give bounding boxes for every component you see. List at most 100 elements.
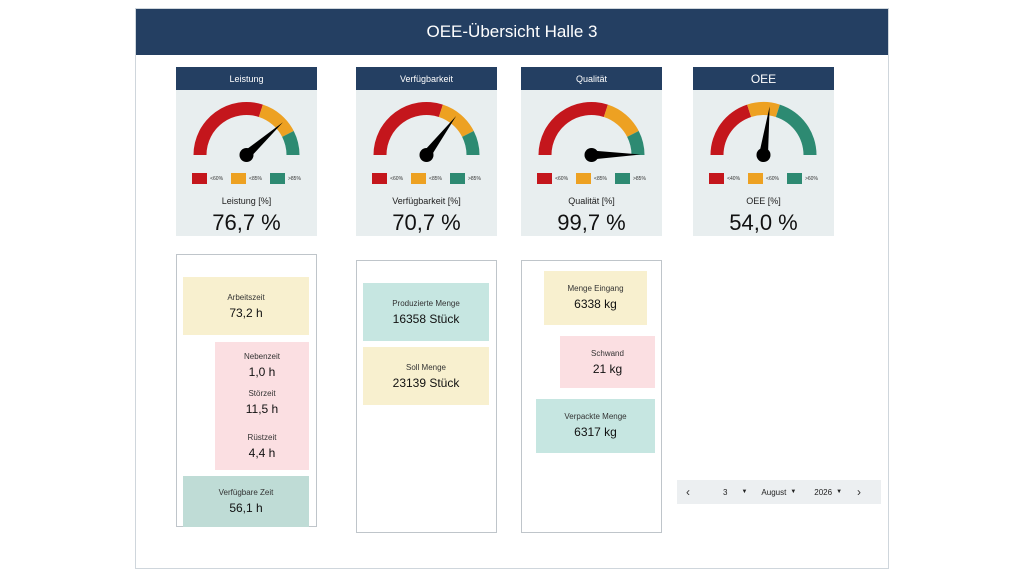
date-picker: ‹ 3 ▼ August ▼ 2026 ▼ › xyxy=(677,480,881,504)
gauge-legend: <60% <85% >85% xyxy=(521,173,662,184)
gauge-card-qualitaet: Qualität <60% <85% >85% Qualität [%] 99,… xyxy=(521,67,662,236)
gauge-card-title: OEE xyxy=(693,67,834,90)
gauge-band-high xyxy=(282,130,300,155)
gauge-card-oee: OEE <40% <60% >60% OEE [%] 54,0 % xyxy=(693,67,834,236)
tile-label: Verpackte Menge xyxy=(564,412,627,421)
legend-item-low: <60% xyxy=(192,173,223,184)
gauge-needle xyxy=(422,116,457,158)
tile-value-nebenzeit: 1,0 h xyxy=(248,365,276,379)
gauge-needle xyxy=(591,150,641,160)
tile-downtime-group: Nebenzeit 1,0 h Störzeit 11,5 h Rüstzeit… xyxy=(215,342,309,470)
material-panel: Menge Eingang 6338 kg Schwand 21 kg Verp… xyxy=(521,260,662,533)
gauge-legend: <60% <85% >85% xyxy=(356,173,497,184)
tile-label: Menge Eingang xyxy=(567,284,624,293)
legend-item-mid: <85% xyxy=(411,173,442,184)
gauge-value: 76,7 % xyxy=(212,210,281,235)
tile-label-nebenzeit: Nebenzeit xyxy=(243,352,281,361)
month-value: August xyxy=(761,487,787,497)
tile-value: 73,2 h xyxy=(229,306,263,320)
gauge-band-low xyxy=(710,104,752,155)
tile-verfuegbare-zeit: Verfügbare Zeit 56,1 h xyxy=(183,476,309,527)
legend-item-low: <60% xyxy=(537,173,568,184)
gauge-band-mid xyxy=(747,102,780,117)
gauge-hub xyxy=(756,148,771,162)
gauge-band-high xyxy=(462,130,480,155)
gauge-value: 99,7 % xyxy=(557,210,626,235)
gauge-legend: <40% <60% >60% xyxy=(693,173,834,184)
legend-item-high: >85% xyxy=(614,173,646,184)
legend-item-mid: <85% xyxy=(231,173,262,184)
gauge-band-low xyxy=(193,101,263,155)
gauge-card-title: Leistung xyxy=(176,67,317,90)
gauge-band-high xyxy=(775,104,817,155)
chevron-down-icon: ▼ xyxy=(836,489,843,495)
gauge-card-title: Verfügbarkeit xyxy=(356,67,497,90)
gauge-band-low xyxy=(538,101,608,155)
gauge-hub xyxy=(584,148,599,162)
time-panel: Arbeitszeit 73,2 h Nebenzeit 1,0 h Störz… xyxy=(176,254,317,527)
gauge-card-leistung: Leistung <60% <85% >85% Leistung [%] 76,… xyxy=(176,67,317,236)
gauge-needle xyxy=(759,106,770,156)
gauge-card-verfuegbarkeit: Verfügbarkeit <60% <85% >85% Verfügbarke… xyxy=(356,67,497,236)
legend-item-low: <60% xyxy=(372,173,403,184)
gauge-qualitaet xyxy=(538,101,645,162)
gauge-oee xyxy=(710,102,817,162)
gauge-leistung xyxy=(193,101,300,162)
gauge-band-mid xyxy=(603,104,639,137)
dashboard-header: OEE-Übersicht Halle 3 xyxy=(136,9,888,55)
legend-item-low: <40% xyxy=(709,173,740,184)
gauge-band-low xyxy=(373,101,443,155)
tile-value: 16358 Stück xyxy=(392,312,460,326)
quantity-panel: Produzierte Menge 16358 Stück Soll Menge… xyxy=(356,260,497,533)
legend-item-mid: <85% xyxy=(576,173,607,184)
legend-item-mid: <60% xyxy=(748,173,779,184)
tile-value: 23139 Stück xyxy=(392,376,460,390)
gauge-band-high xyxy=(627,130,645,155)
month-select[interactable]: August ▼ xyxy=(761,488,796,497)
gauge-value: 54,0 % xyxy=(729,210,798,235)
chevron-left-icon[interactable]: ‹ xyxy=(686,485,690,499)
tile-value: 21 kg xyxy=(592,362,623,376)
gauge-hub xyxy=(239,148,254,162)
gauge-card-title: Qualität xyxy=(521,67,662,90)
tile-menge-eingang: Menge Eingang 6338 kg xyxy=(544,271,647,325)
legend-item-high: >60% xyxy=(786,173,818,184)
tile-value: 56,1 h xyxy=(229,501,263,515)
gauge-value-label: OEE [%] xyxy=(746,196,781,206)
gauge-hub xyxy=(419,148,434,162)
gauge-value-label: Verfügbarkeit [%] xyxy=(392,196,461,206)
day-value: 3 xyxy=(723,487,728,497)
tile-produzierte-menge: Produzierte Menge 16358 Stück xyxy=(363,283,489,341)
tile-label: Verfügbare Zeit xyxy=(218,488,274,497)
gauge-value: 70,7 % xyxy=(392,210,461,235)
tile-label-stoerzeit: Störzeit xyxy=(248,389,276,398)
tile-label: Arbeitszeit xyxy=(227,293,265,302)
legend-item-high: >85% xyxy=(269,173,301,184)
tile-schwand: Schwand 21 kg xyxy=(560,336,655,388)
year-value: 2026 xyxy=(814,487,833,497)
dashboard-frame: OEE-Übersicht Halle 3 Leistung <60% <85%… xyxy=(135,8,889,569)
tile-label: Schwand xyxy=(591,349,624,358)
tile-arbeitszeit: Arbeitszeit 73,2 h xyxy=(183,277,309,335)
tile-verpackte-menge: Verpackte Menge 6317 kg xyxy=(536,399,655,453)
tile-label-ruestzeit: Rüstzeit xyxy=(247,433,277,442)
chevron-down-icon: ▼ xyxy=(790,489,797,495)
year-select[interactable]: 2026 ▼ xyxy=(814,488,842,497)
chevron-down-icon: ▼ xyxy=(741,489,748,495)
tile-label: Produzierte Menge xyxy=(392,299,460,308)
legend-item-high: >85% xyxy=(449,173,481,184)
gauge-value-label: Qualität [%] xyxy=(568,196,615,206)
gauge-value-label: Leistung [%] xyxy=(221,196,272,206)
gauge-verfuegbarkeit xyxy=(373,101,480,162)
gauge-needle xyxy=(243,122,283,159)
chevron-right-icon[interactable]: › xyxy=(857,485,862,499)
tile-value: 6317 kg xyxy=(574,425,617,439)
day-select[interactable]: 3 ▼ xyxy=(723,488,747,497)
tile-value-stoerzeit: 11,5 h xyxy=(245,402,279,416)
tile-value-ruestzeit: 4,4 h xyxy=(248,446,276,460)
tile-soll-menge: Soll Menge 23139 Stück xyxy=(363,347,489,405)
tile-label: Soll Menge xyxy=(405,363,447,372)
gauge-band-mid xyxy=(438,104,474,137)
gauge-legend: <60% <85% >85% xyxy=(176,173,317,184)
page-title: OEE-Übersicht Halle 3 xyxy=(426,22,598,41)
